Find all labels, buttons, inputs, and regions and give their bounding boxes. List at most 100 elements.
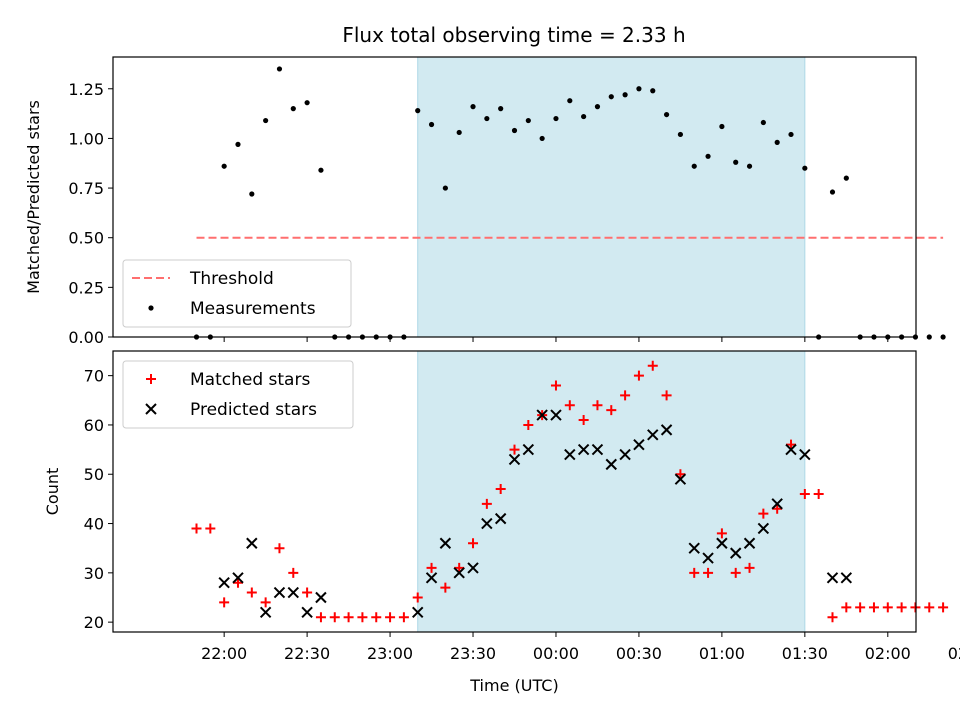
data-point-measurement: [650, 88, 656, 94]
data-point-predicted: [425, 572, 438, 584]
data-point-matched: [633, 370, 644, 381]
data-point-measurement: [926, 334, 932, 340]
data-point-predicted: [730, 547, 742, 559]
data-point-predicted: [785, 443, 797, 456]
data-point-measurement: [318, 167, 324, 173]
data-point-matched: [799, 488, 810, 499]
data-point-predicted: [232, 572, 244, 584]
shaded-span: [417, 57, 805, 337]
data-point-matched: [523, 419, 534, 430]
data-point-matched: [703, 567, 714, 578]
data-point-matched: [606, 405, 617, 416]
x-tick-label: 00:00: [533, 644, 579, 663]
legend-box: [122, 259, 352, 328]
data-point-matched: [454, 562, 465, 573]
data-point-matched: [371, 612, 382, 623]
x-tick-label: 02:30: [948, 644, 960, 663]
y-tick-label: 50: [84, 465, 104, 484]
y-tick-label: 1.25: [68, 80, 104, 99]
data-point-matched: [841, 602, 852, 613]
data-point-matched: [758, 508, 769, 519]
y-tick-label: 40: [84, 515, 104, 534]
data-point-predicted: [647, 429, 659, 441]
data-point-predicted: [287, 586, 299, 599]
data-point-measurement: [221, 163, 227, 169]
x-tick-label: 23:30: [450, 644, 496, 663]
data-point-matched: [564, 400, 575, 411]
data-point-matched: [440, 582, 451, 593]
data-point-predicted: [577, 443, 590, 456]
x-tick-label: 02:00: [865, 644, 911, 663]
data-point-predicted: [439, 537, 452, 549]
data-point-measurement: [456, 129, 462, 136]
data-point-predicted: [273, 586, 286, 599]
data-point-matched: [481, 498, 492, 509]
data-point-measurement: [940, 334, 946, 340]
y-tick-label: 0.75: [68, 179, 104, 198]
legend-plus-swatch: [146, 374, 156, 384]
data-point-predicted: [757, 522, 770, 535]
legend: Matched stars Predicted stars: [122, 360, 354, 429]
data-point-measurement: [511, 127, 518, 134]
data-point-predicted: [688, 542, 700, 554]
y-tick-label: 0.25: [68, 278, 104, 297]
data-point-predicted: [246, 537, 258, 549]
data-point-measurement: [290, 106, 296, 112]
legend-box: [122, 360, 354, 429]
axes-frame: [112, 56, 917, 338]
data-point-measurement: [276, 66, 283, 72]
x-tick-label: 01:00: [699, 644, 745, 663]
data-point-measurement: [594, 104, 601, 110]
data-point-predicted: [674, 473, 687, 485]
data-point-matched: [274, 543, 285, 554]
data-point-measurement: [567, 98, 573, 104]
y-tick-label: 70: [84, 367, 104, 386]
legend-label: Matched stars: [190, 370, 310, 390]
data-point-predicted: [826, 572, 839, 584]
data-point-predicted: [494, 512, 507, 525]
data-point-matched: [302, 587, 313, 598]
x-tick-label: 01:30: [782, 644, 828, 663]
data-point-measurement: [719, 123, 725, 130]
data-point-measurement: [802, 165, 808, 171]
data-point-measurement: [539, 135, 545, 142]
legend-label: Measurements: [190, 299, 316, 319]
data-point-measurement: [733, 159, 739, 165]
data-point-matched: [385, 612, 396, 623]
data-point-matched: [550, 380, 561, 391]
legend-x-swatch: [145, 403, 157, 415]
data-point-predicted: [412, 606, 424, 618]
data-point-predicted: [301, 606, 313, 618]
x-axis-label: Time (UTC): [469, 676, 558, 695]
data-point-measurement: [691, 163, 697, 169]
data-point-matched: [357, 612, 368, 623]
data-point-matched: [772, 503, 783, 514]
data-point-matched: [329, 612, 340, 623]
y-axis-label: Matched/Predicted stars: [24, 100, 43, 294]
data-point-matched: [509, 444, 520, 455]
data-point-measurement: [774, 139, 780, 145]
data-point-matched: [260, 597, 271, 608]
data-point-predicted: [591, 443, 604, 456]
data-point-matched: [855, 602, 866, 613]
data-point-predicted: [522, 443, 535, 456]
data-point-matched: [882, 602, 893, 613]
data-point-matched: [232, 577, 243, 588]
data-point-measurement: [705, 153, 711, 159]
data-point-matched: [288, 567, 299, 578]
data-point-measurement: [746, 163, 753, 169]
data-point-matched: [495, 484, 506, 495]
data-point-matched: [468, 538, 479, 549]
data-point-measurement: [484, 115, 490, 122]
y-tick-label: 30: [84, 564, 104, 583]
bottom-panel: 20 30 40 50 60 70 22:00 22:30 23:00 23:30 00:00 00:…: [43, 350, 960, 695]
data-point-matched: [620, 390, 631, 401]
x-tick-label: 23:00: [367, 644, 413, 663]
data-point-matched: [426, 562, 437, 573]
data-point-measurement: [235, 141, 241, 147]
data-point-matched: [412, 592, 423, 603]
x-tick-label: 00:30: [616, 644, 662, 663]
data-point-measurement: [843, 175, 849, 181]
